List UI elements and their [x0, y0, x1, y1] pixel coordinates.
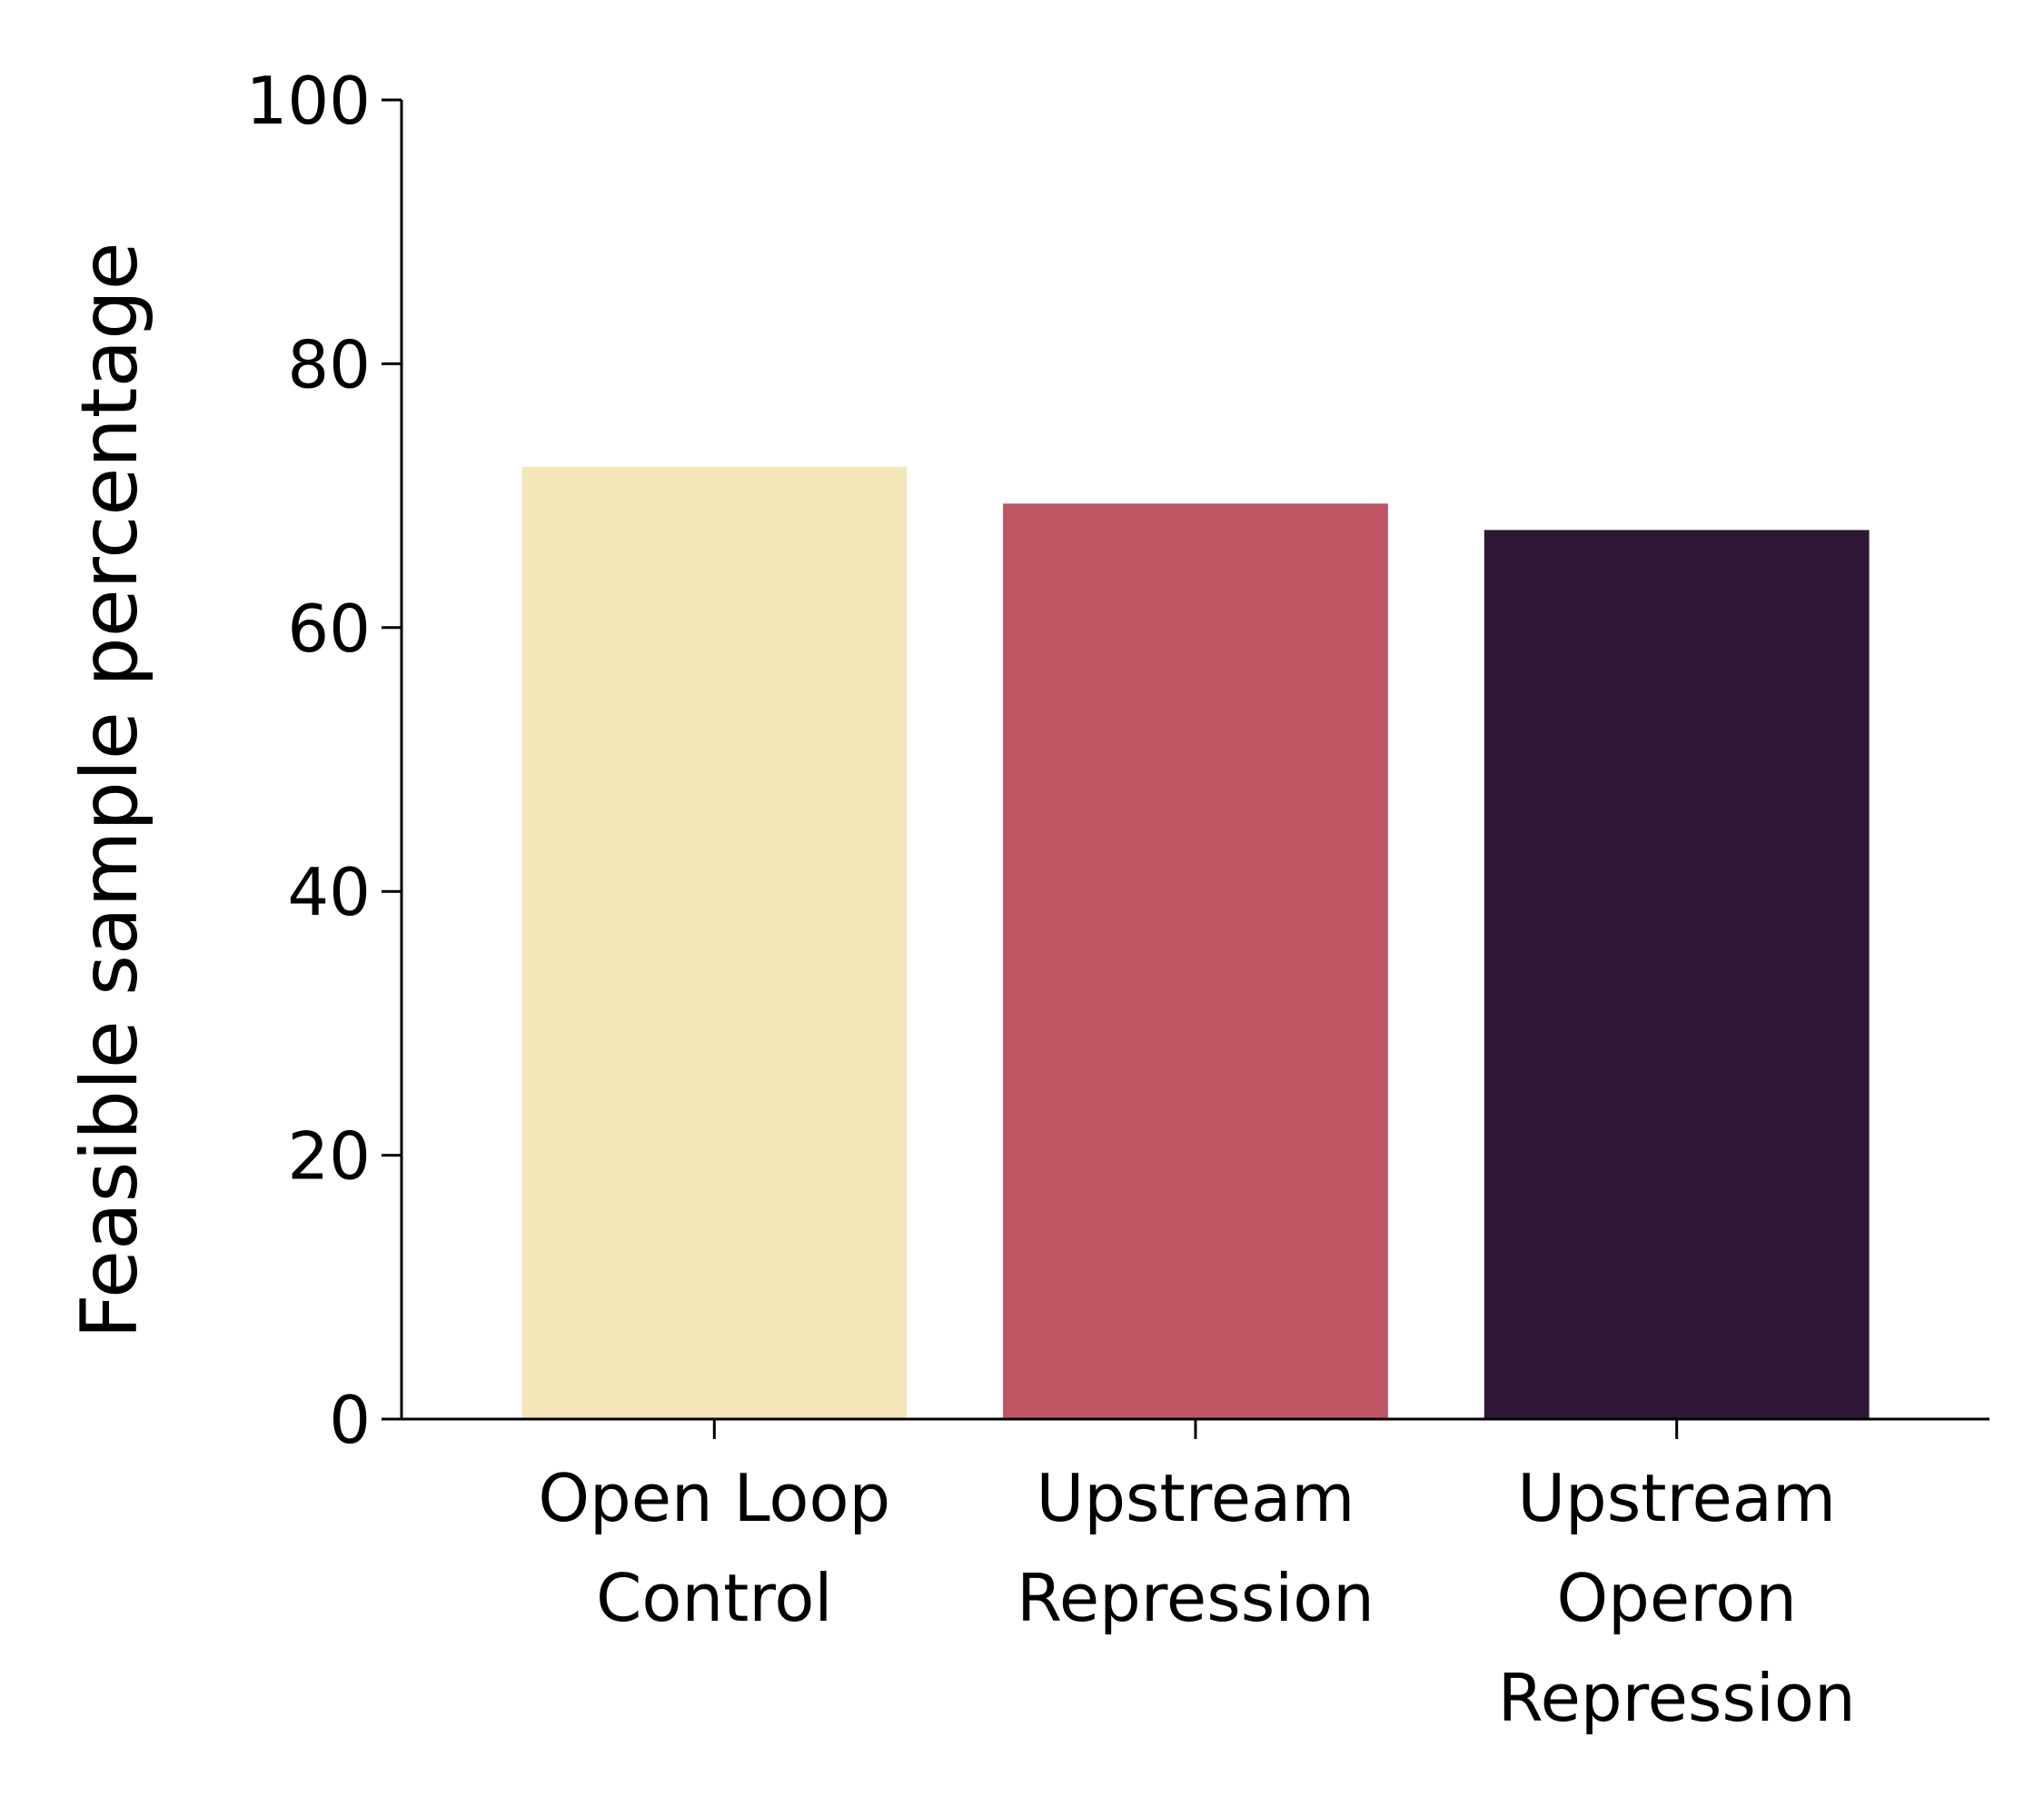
y-tick-label: 40 [287, 854, 371, 930]
x-axis: Open Loop Control Upstream Repression Upstre… [402, 1417, 1989, 1736]
y-tick-label: 100 [246, 63, 371, 139]
y-tick-label: 60 [287, 591, 371, 667]
y-tick-label: 80 [287, 326, 371, 402]
y-tick-label: 0 [329, 1382, 371, 1458]
bars [521, 466, 1870, 1420]
y-tick-label: 20 [287, 1118, 371, 1195]
bar-2 [1003, 503, 1388, 1419]
y-axis-title: Feasible sample percentage [64, 242, 155, 1338]
x-tick-label: Upstream Operon Repression [1498, 1460, 1856, 1736]
x-tick-label: Upstream Repression [1017, 1460, 1374, 1636]
bar-1 [521, 466, 908, 1420]
x-tick-label: Open Loop Control [538, 1460, 890, 1636]
y-axis: 0 20 40 60 80 100 [246, 63, 403, 1458]
bar-3 [1483, 530, 1870, 1419]
